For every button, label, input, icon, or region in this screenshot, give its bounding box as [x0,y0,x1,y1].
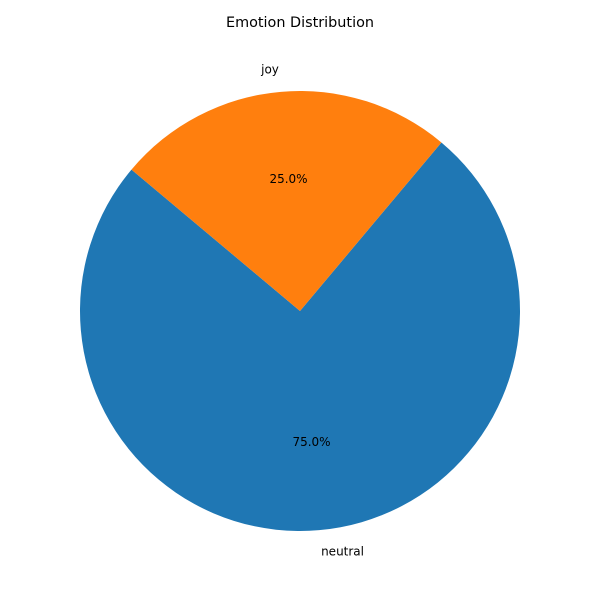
percent-label-joy: 25.0% [269,172,307,186]
pie-labels: neutral 75.0% joy 25.0% [260,62,364,558]
pie-slice-joy [131,91,442,311]
pie-slice-neutral [80,142,521,532]
slice-label-neutral: neutral [321,545,364,559]
pie-slices [80,91,521,532]
percent-label-neutral: 75.0% [292,435,330,449]
chart-title: Emotion Distribution [226,15,374,31]
slice-label-joy: joy [260,62,279,76]
